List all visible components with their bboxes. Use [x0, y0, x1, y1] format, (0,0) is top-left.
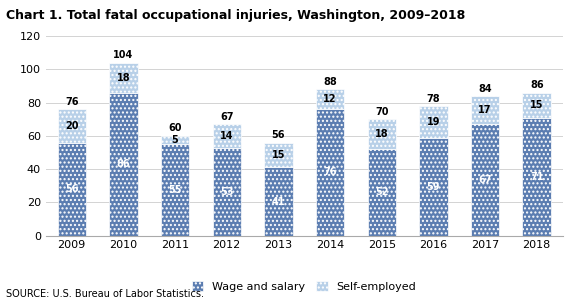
Bar [471, 124, 499, 236]
Bar [367, 119, 396, 149]
Bar [109, 63, 138, 93]
Bar [161, 144, 189, 236]
Bar [264, 167, 293, 236]
Bar [57, 109, 86, 143]
Text: 78: 78 [426, 94, 440, 104]
Text: 59: 59 [426, 182, 440, 191]
Text: 14: 14 [220, 131, 234, 141]
Text: 88: 88 [323, 77, 337, 87]
Text: 52: 52 [375, 187, 389, 198]
Bar [212, 124, 241, 148]
Text: SOURCE: U.S. Bureau of Labor Statistics.: SOURCE: U.S. Bureau of Labor Statistics. [6, 289, 204, 299]
Bar [419, 138, 448, 236]
Text: 56: 56 [65, 184, 79, 194]
Text: 41: 41 [272, 197, 285, 207]
Text: 20: 20 [65, 121, 79, 131]
Text: 18: 18 [117, 73, 130, 83]
Text: Chart 1. Total fatal occupational injuries, Washington, 2009–2018: Chart 1. Total fatal occupational injuri… [6, 9, 465, 22]
Bar [316, 109, 344, 236]
Bar [109, 93, 138, 236]
Text: 104: 104 [113, 50, 134, 60]
Text: 15: 15 [272, 150, 285, 160]
Bar [522, 93, 551, 118]
Text: 86: 86 [117, 159, 130, 169]
Text: 71: 71 [530, 172, 544, 182]
Text: 17: 17 [478, 105, 492, 115]
Text: 19: 19 [426, 117, 440, 127]
Text: 53: 53 [220, 187, 234, 197]
Text: 12: 12 [323, 94, 337, 104]
Bar [264, 143, 293, 167]
Text: 84: 84 [478, 84, 492, 94]
Text: 67: 67 [478, 175, 492, 185]
Bar [161, 136, 189, 144]
Bar [419, 106, 448, 138]
Bar [367, 149, 396, 236]
Text: 5: 5 [172, 135, 179, 145]
Bar [57, 143, 86, 236]
Text: 76: 76 [65, 97, 79, 107]
Text: 55: 55 [168, 185, 182, 195]
Text: 86: 86 [530, 80, 544, 90]
Text: 56: 56 [272, 130, 285, 140]
Text: 15: 15 [530, 100, 544, 110]
Bar [471, 96, 499, 124]
Text: 60: 60 [168, 124, 182, 133]
Bar [212, 148, 241, 236]
Legend: Wage and salary, Self-employed: Wage and salary, Self-employed [188, 277, 421, 296]
Text: 70: 70 [375, 107, 389, 117]
Text: 67: 67 [220, 112, 234, 122]
Text: 18: 18 [375, 129, 389, 139]
Bar [522, 118, 551, 236]
Text: 76: 76 [323, 167, 337, 178]
Bar [316, 89, 344, 109]
